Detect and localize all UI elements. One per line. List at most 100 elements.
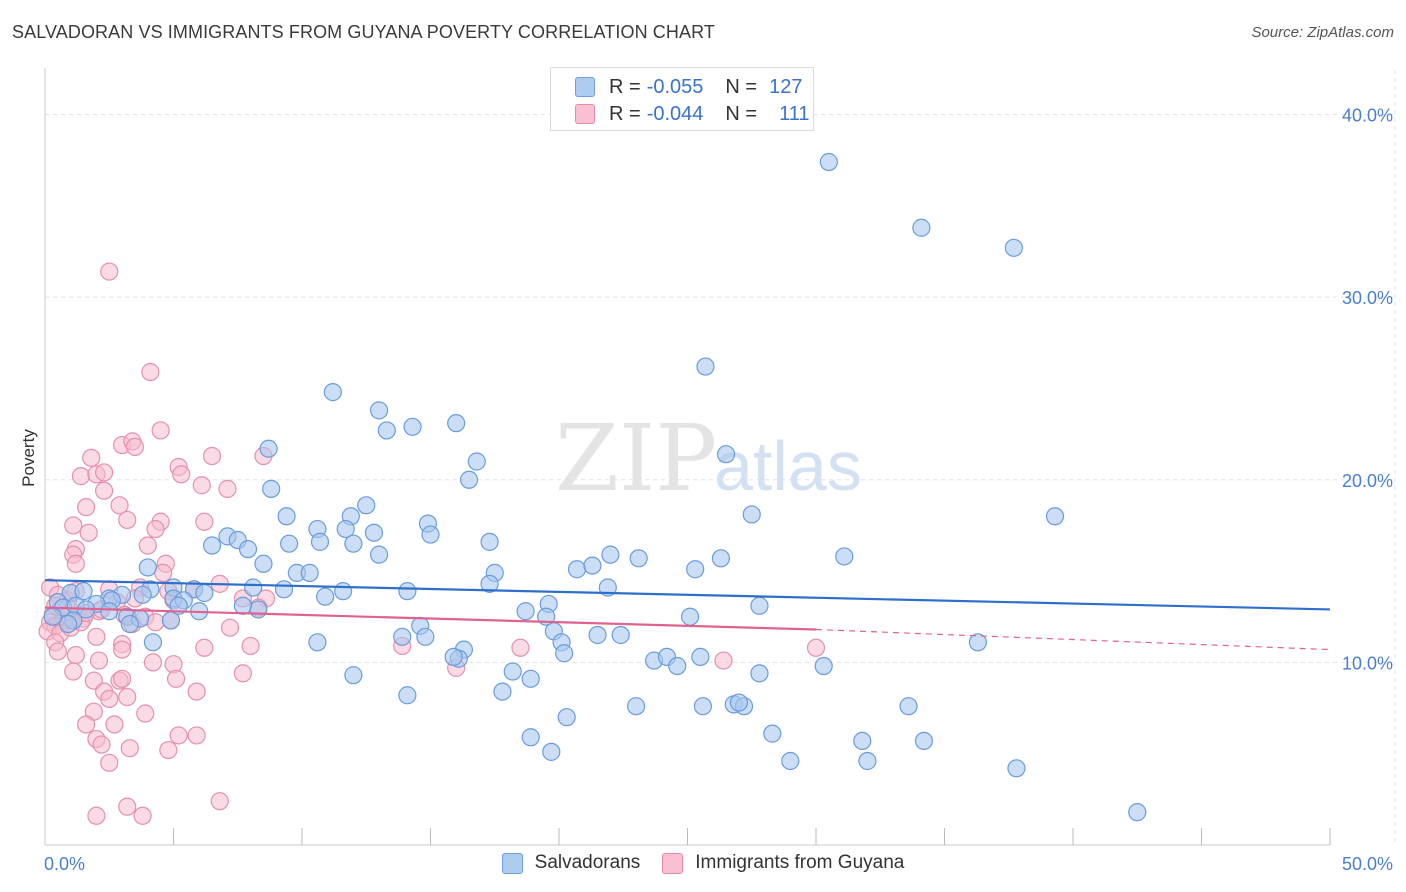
legend-item-salvadorans[interactable]: Salvadorans — [501, 852, 640, 874]
data-point — [133, 806, 152, 825]
data-point — [244, 578, 263, 597]
data-point — [100, 753, 119, 772]
data-point — [138, 558, 157, 577]
y-tick-label: 30.0% — [1342, 288, 1393, 308]
data-point — [172, 465, 191, 484]
trend-lines — [44, 579, 1331, 651]
data-point — [334, 582, 353, 601]
data-point — [154, 563, 173, 582]
watermark: ZIP atlas — [555, 405, 862, 512]
data-point — [714, 651, 733, 670]
data-point — [120, 739, 139, 758]
legend-swatch-pink — [575, 104, 595, 124]
data-point — [66, 645, 85, 665]
data-point — [781, 751, 800, 771]
data-point — [668, 656, 687, 676]
data-point — [71, 467, 91, 486]
y-tick-label: 10.0% — [1342, 653, 1393, 673]
data-point — [336, 519, 355, 539]
data-point — [300, 563, 319, 582]
data-point — [308, 633, 327, 652]
data-point — [344, 666, 363, 685]
data-point — [105, 715, 124, 734]
data-point — [421, 525, 440, 544]
data-point — [87, 627, 106, 646]
data-point — [323, 383, 342, 402]
data-point — [210, 792, 229, 811]
data-point — [66, 554, 85, 573]
data-point — [511, 638, 530, 657]
trend-line-guyana-extension — [815, 628, 1331, 651]
data-point — [858, 751, 877, 771]
legend-n-label: N = — [725, 102, 758, 125]
data-point — [516, 602, 535, 621]
data-point — [493, 682, 512, 701]
data-point — [118, 687, 137, 707]
data-point — [316, 587, 335, 606]
data-point — [262, 479, 281, 498]
data-point — [1004, 238, 1023, 257]
trend-line-guyana — [44, 606, 817, 631]
source-credit: Source: ZipAtlas.com — [1251, 24, 1394, 41]
data-point — [233, 664, 252, 683]
data-point — [814, 656, 833, 676]
legend-r-label: R = — [609, 102, 641, 125]
data-point — [914, 731, 934, 751]
data-point — [118, 510, 137, 530]
data-point — [691, 647, 710, 667]
x-tick-label: 50.0% — [1342, 854, 1393, 874]
data-point — [835, 547, 854, 566]
data-point — [79, 523, 98, 542]
data-point — [521, 728, 540, 747]
data-point — [92, 735, 111, 754]
x-tick-label: 0.0% — [44, 854, 85, 874]
data-point — [166, 669, 186, 688]
legend-n-value: 127 — [769, 75, 803, 98]
data-point — [447, 414, 466, 433]
data-point — [238, 540, 258, 559]
data-point — [711, 549, 731, 568]
data-point — [125, 437, 145, 456]
data-point — [763, 724, 782, 743]
legend-n-value: 111 — [779, 102, 810, 125]
data-point — [480, 532, 499, 551]
data-point — [899, 697, 918, 716]
legend-swatch-blue — [575, 77, 595, 97]
data-point — [218, 479, 237, 498]
data-point — [141, 362, 160, 382]
data-point — [280, 534, 299, 553]
data-point — [750, 664, 769, 683]
data-point — [100, 262, 119, 281]
legend-n-label: N = — [725, 75, 758, 98]
axes — [44, 68, 1331, 846]
y-tick-label: 40.0% — [1342, 106, 1393, 126]
data-point — [1045, 507, 1065, 526]
legend-row-salvadorans: R = -0.055 N = 127 — [575, 74, 802, 100]
data-point — [254, 554, 273, 573]
data-point — [403, 417, 422, 436]
data-point — [716, 445, 736, 464]
data-point — [120, 614, 139, 634]
data-point — [968, 633, 988, 652]
data-point — [364, 523, 384, 542]
data-point — [444, 647, 463, 667]
data-point — [64, 516, 83, 535]
data-point — [202, 536, 222, 555]
data-point — [370, 401, 389, 420]
data-point — [187, 682, 206, 701]
watermark-zip: ZIP — [555, 405, 717, 512]
data-point — [416, 627, 435, 646]
data-point — [696, 357, 715, 376]
data-point — [912, 218, 931, 237]
legend-item-guyana[interactable]: Immigrants from Guyana — [662, 852, 904, 874]
data-point — [87, 806, 106, 825]
data-point — [220, 618, 240, 637]
data-point — [742, 505, 761, 524]
data-point — [77, 715, 96, 734]
data-point — [112, 669, 132, 688]
data-point — [750, 596, 769, 615]
data-point — [143, 653, 163, 672]
data-point — [819, 152, 838, 172]
data-point — [195, 583, 214, 603]
data-point — [169, 596, 188, 615]
